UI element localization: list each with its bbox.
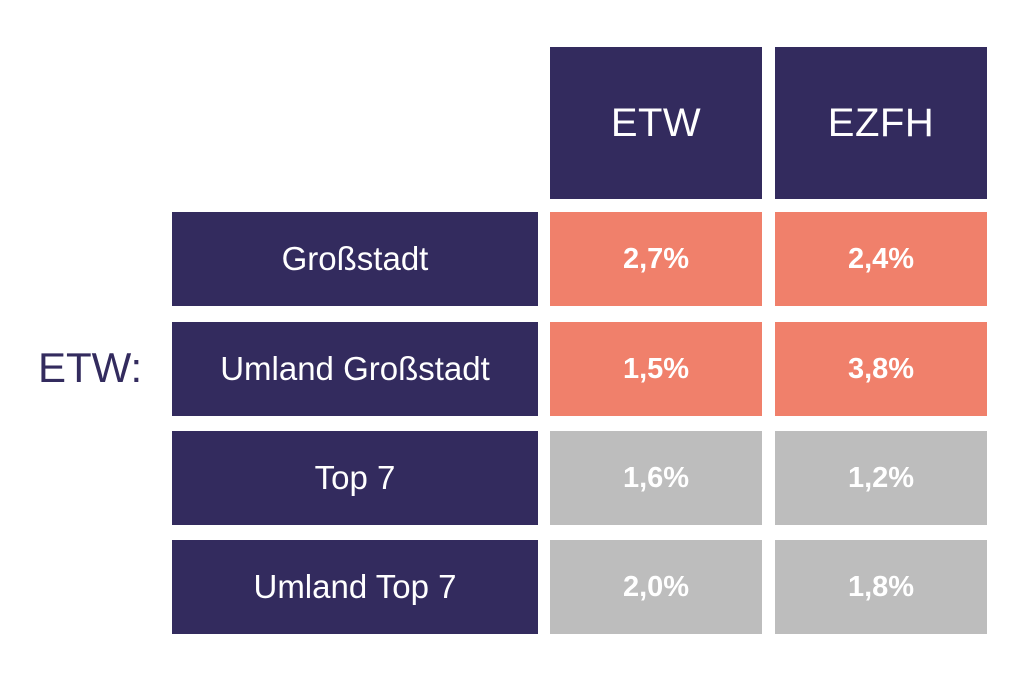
- row-label: Top 7: [172, 431, 538, 525]
- value-cell: 2,4%: [775, 212, 987, 306]
- side-label: ETW:: [38, 344, 143, 391]
- row-label: Umland Großstadt: [172, 322, 538, 416]
- column-header-etw: ETW: [550, 47, 762, 199]
- value-cell: 1,5%: [550, 322, 762, 416]
- value-cell: 1,8%: [775, 540, 987, 634]
- row-label: Großstadt: [172, 212, 538, 306]
- value-cell: 2,0%: [550, 540, 762, 634]
- row-label: Umland Top 7: [172, 540, 538, 634]
- value-cell: 1,6%: [550, 431, 762, 525]
- column-header-ezfh: EZFH: [775, 47, 987, 199]
- value-cell: 3,8%: [775, 322, 987, 416]
- value-cell: 2,7%: [550, 212, 762, 306]
- value-cell: 1,2%: [775, 431, 987, 525]
